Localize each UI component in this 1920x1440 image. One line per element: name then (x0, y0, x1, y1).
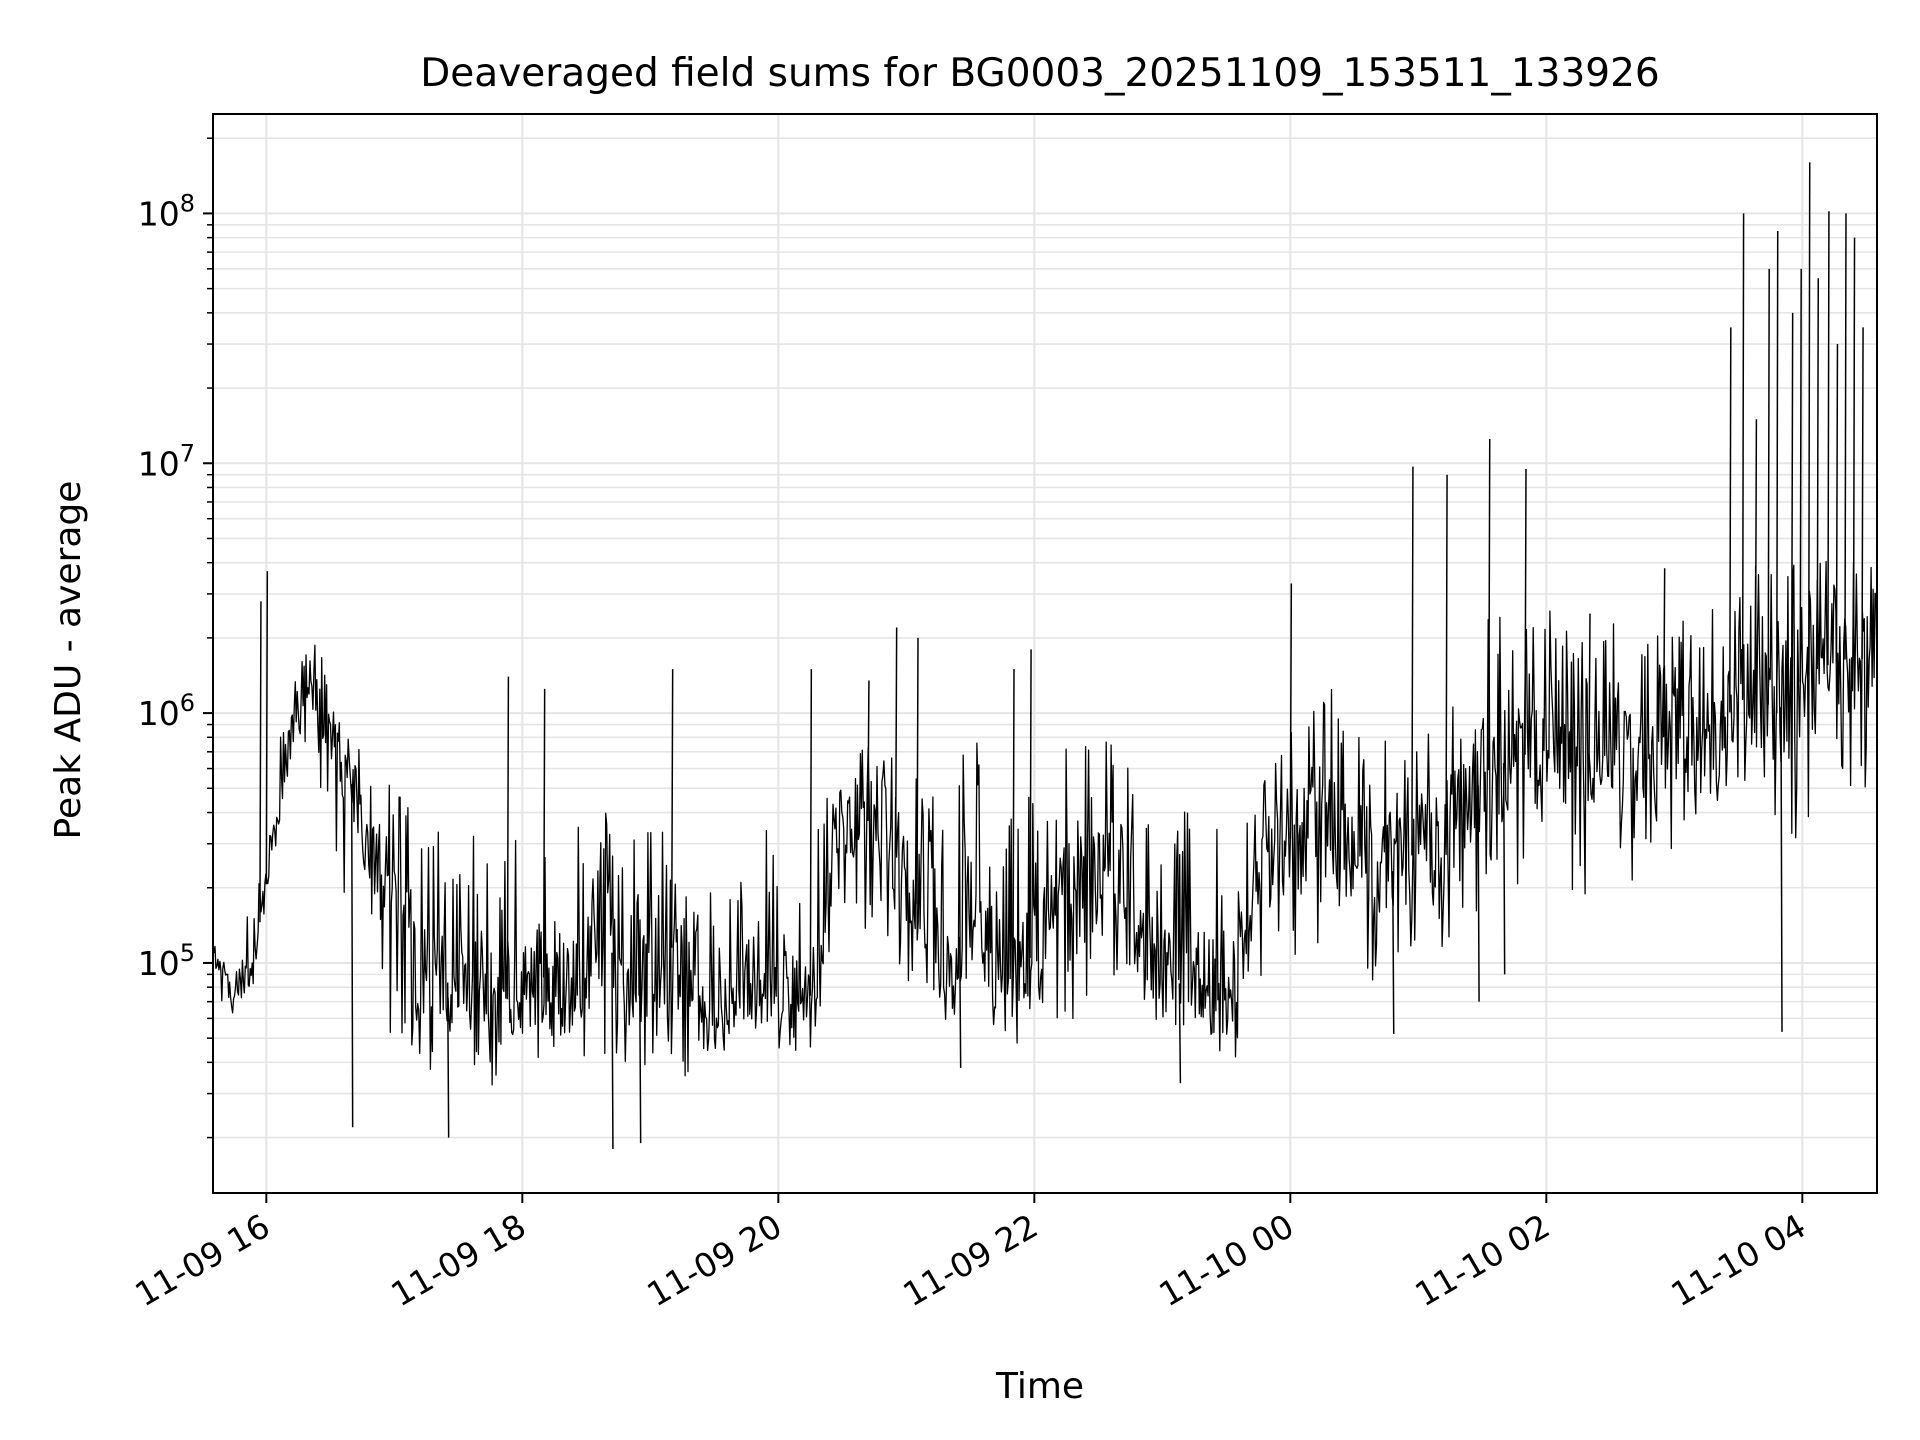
plot-frame (212, 113, 1878, 1194)
series-dip (1477, 785, 1480, 1002)
series-dip (1780, 707, 1783, 1032)
series-dip (958, 936, 962, 1068)
series-spike (1844, 213, 1847, 660)
series-spike (1445, 474, 1448, 836)
series-spike (1816, 278, 1820, 669)
series-spike (1790, 312, 1794, 692)
y-tick-label: 107 (138, 439, 195, 483)
series-dip (446, 982, 450, 1138)
y-tick-label: 106 (138, 689, 195, 733)
series-spike (542, 688, 546, 978)
series-spike (265, 571, 269, 885)
series-spike (1754, 419, 1758, 694)
series-spike (1289, 583, 1293, 839)
series-spike (259, 601, 262, 923)
y-axis-ticks: 105 106 107 108 (138, 137, 213, 1139)
series-spike (1775, 231, 1779, 714)
series-spike (1012, 669, 1015, 974)
series-spike (1861, 327, 1864, 659)
series-line (212, 560, 1878, 1086)
series-dip (1178, 983, 1182, 1084)
series-spike (867, 680, 870, 822)
series-spike (809, 669, 813, 996)
series-spike (506, 676, 510, 1000)
series-spike (1827, 211, 1830, 666)
series-dip (1502, 763, 1506, 975)
series-spike (1767, 268, 1770, 705)
series-spike (1799, 268, 1802, 683)
series-dip (638, 971, 642, 1144)
y-tick-label: 108 (138, 189, 195, 233)
series-dip (611, 952, 614, 1150)
series-spike (1741, 213, 1745, 700)
series-spike (1588, 613, 1591, 767)
chart-title: Deaveraged field sums for BG0003_2025110… (420, 51, 1659, 96)
series-spike (1524, 468, 1527, 755)
series-spike (1852, 237, 1856, 657)
series-spike (1835, 344, 1839, 663)
y-tick-label: 105 (138, 939, 195, 983)
series-spike (1029, 649, 1032, 958)
series-dip (1391, 871, 1395, 1034)
series-spike (1411, 466, 1414, 856)
series-spike (1729, 327, 1732, 713)
series-spike (1662, 568, 1666, 738)
x-axis-label: Time (995, 1366, 1084, 1407)
series-spike (1487, 439, 1491, 771)
series-spike (894, 627, 898, 847)
series-dip (350, 784, 354, 1128)
y-axis-label: Peak ADU - average (48, 481, 89, 840)
series-spike (670, 669, 674, 948)
series-layer (212, 162, 1878, 1150)
series-spike (1807, 162, 1811, 676)
series-spike (916, 637, 919, 905)
